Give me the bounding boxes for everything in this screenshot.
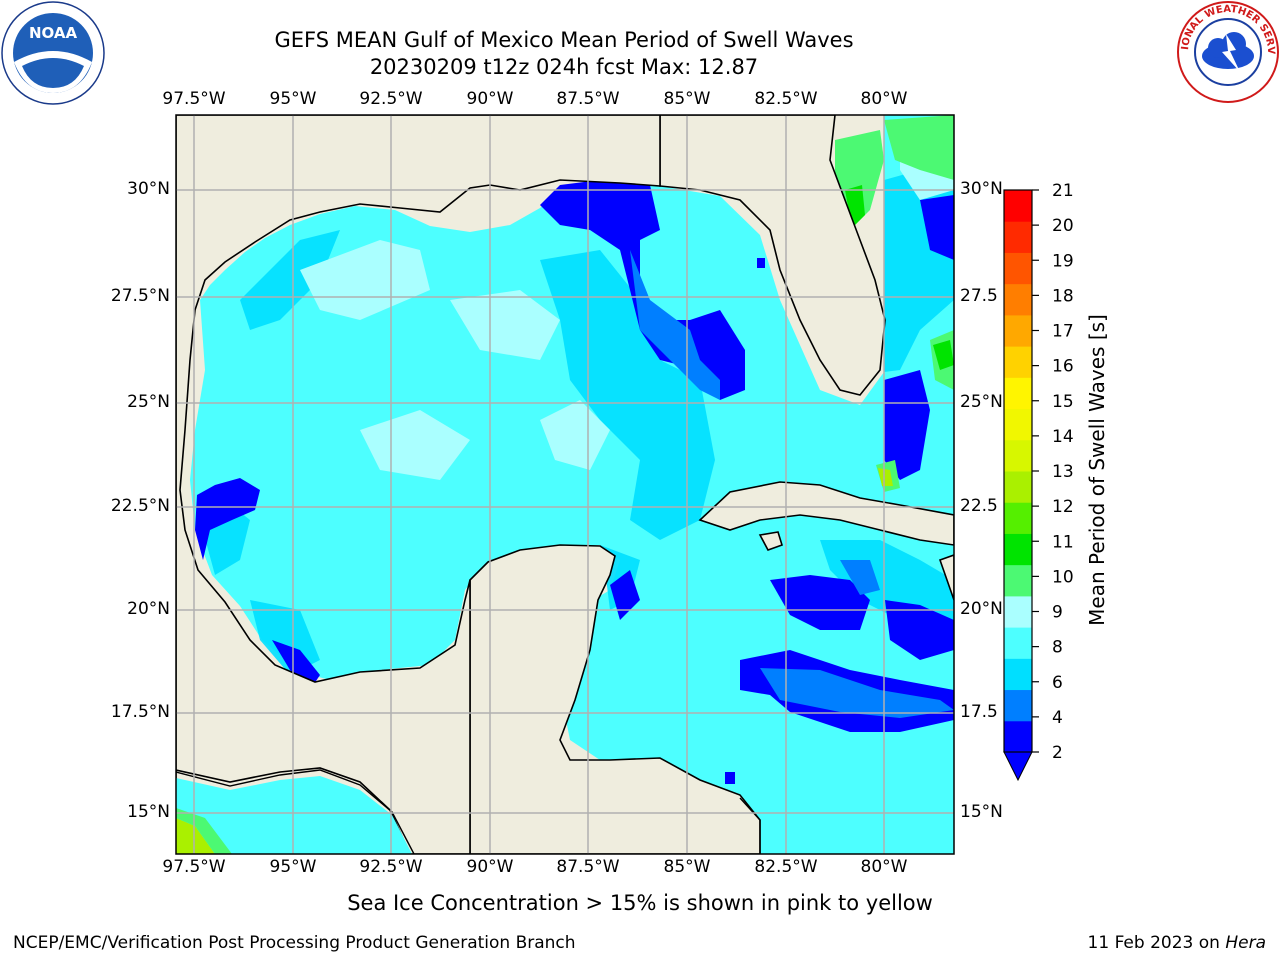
lon-tick-label: 92.5°W [359, 89, 423, 109]
lat-tick-label: 20°N [127, 599, 170, 619]
lon-tick-label: 90°W [466, 89, 514, 109]
lat-tick-label: 25°N [127, 392, 170, 412]
lat-tick-label: 27.5°N [110, 286, 170, 306]
lat-tick-label: 17.5 [960, 702, 998, 722]
colorbar-tick-label: 17 [1052, 322, 1074, 342]
colorbar-label: Mean Period of Swell Waves [s] [1085, 314, 1109, 626]
lat-tick-label: 27.5 [960, 286, 998, 306]
colorbar-segment [1004, 346, 1032, 378]
colorbar-segment [1004, 283, 1032, 316]
colorbar-tick-label: 10 [1052, 567, 1074, 587]
colorbar-segment [1004, 533, 1032, 566]
colorbar-tick-label: 18 [1052, 286, 1074, 306]
pacific-swell-field [176, 776, 412, 854]
lon-tick-label: 80°W [860, 89, 908, 109]
colorbar-segment [1004, 595, 1032, 628]
colorbar-tick-label: 19 [1052, 251, 1074, 271]
colorbar-tick-label: 12 [1052, 497, 1074, 517]
svg-text:NOAA: NOAA [29, 24, 78, 42]
lon-tick-label: 90°W [466, 857, 514, 877]
swell-shading-azure [630, 250, 954, 718]
colorbar-tick-label: 11 [1052, 532, 1074, 552]
colorbar-tick-label: 16 [1052, 357, 1074, 377]
colorbar-segment [1004, 377, 1032, 410]
florida-land [659, 115, 886, 396]
colorbar-segment [1004, 658, 1032, 691]
colorbar-tick-label: 6 [1052, 673, 1063, 693]
lat-tick-label: 30°N [127, 179, 170, 199]
colorbar-segment [1004, 502, 1032, 534]
isle-of-youth [758, 531, 783, 551]
lon-tick-label: 82.5°W [754, 857, 818, 877]
lat-tick-label: 22.5 [960, 496, 998, 516]
colorbar-segment [1004, 221, 1032, 253]
map-frame [175, 114, 955, 855]
swell-shading-light [300, 130, 954, 480]
chart-title: GEFS MEAN Gulf of Mexico Mean Period of … [274, 28, 854, 52]
colorbar-tick-label: 20 [1052, 216, 1074, 236]
lat-tick-label: 20°N [960, 599, 1003, 619]
colorbar-ticks: 21 20 19 18 17 16 15 14 13 12 11 10 9 8 6 4 2 [1032, 181, 1074, 763]
cuba-land [698, 481, 954, 546]
colorbar-tick-label: 9 [1052, 603, 1063, 623]
footer-date: 11 Feb 2023 on Hera [1088, 933, 1266, 953]
lat-tick-label: 22.5°N [110, 496, 170, 516]
colorbar-segment [1004, 252, 1032, 285]
lon-tick-label: 92.5°W [359, 857, 423, 877]
colorbar-segment [1004, 627, 1032, 659]
lon-tick-label: 87.5°W [556, 857, 620, 877]
footer-branch: NCEP/EMC/Verification Post Processing Pr… [13, 933, 576, 953]
noaa-logo: NOAA [1, 1, 105, 105]
lon-tick-label: 85°W [663, 89, 711, 109]
hispaniola-edge [938, 554, 954, 601]
colorbar-segment [1004, 408, 1032, 441]
lon-tick-label: 82.5°W [754, 89, 818, 109]
lat-tick-label: 17.5°N [110, 702, 170, 722]
lon-tick-label: 95°W [269, 89, 317, 109]
colorbar-tick-label: 2 [1052, 743, 1063, 763]
lon-tick-label: 95°W [269, 857, 317, 877]
colorbar-segment [1004, 314, 1032, 347]
colorbar-extend-triangle [1003, 751, 1033, 782]
lat-tick-label: 15°N [960, 802, 1003, 822]
lon-tick-label: 87.5°W [556, 89, 620, 109]
colorbar-tick-label: 13 [1052, 462, 1074, 482]
footer-machine: Hera [1225, 933, 1266, 953]
colorbar-segment [1004, 471, 1032, 503]
colorbar-tick-label: 4 [1052, 708, 1063, 728]
map-gridlines [176, 115, 954, 854]
lat-tick-label: 25°N [960, 392, 1003, 412]
colorbar [1004, 190, 1032, 753]
colorbar-segment [1004, 439, 1032, 472]
chart-subtitle: 20230209 t12z 024h fcst Max: 12.87 [369, 55, 759, 79]
colorbar-segment [1004, 720, 1032, 753]
lon-tick-label: 85°W [663, 857, 711, 877]
colorbar-segment [1004, 190, 1032, 222]
colorbar-tick-label: 15 [1052, 392, 1074, 412]
colorbar-tick-label: 8 [1052, 638, 1063, 658]
colorbar-segment [1004, 689, 1032, 722]
sea-ice-note: Sea Ice Concentration > 15% is shown in … [347, 891, 933, 915]
lat-tick-label: 30°N [960, 179, 1003, 199]
lon-tick-label: 80°W [860, 857, 908, 877]
footer-date-text: 11 Feb 2023 on [1087, 933, 1226, 953]
swell-shading-bright-green [845, 185, 954, 370]
colorbar-tick-label: 21 [1052, 181, 1074, 201]
lat-tick-label: 15°N [127, 802, 170, 822]
colorbar-segment [1004, 564, 1032, 597]
colorbar-tick-label: 14 [1052, 427, 1074, 447]
nws-logo: NATIONAL WEATHER SERVICE [1176, 0, 1279, 103]
lon-tick-label: 97.5°W [162, 857, 226, 877]
lon-tick-label: 97.5°W [162, 89, 226, 109]
